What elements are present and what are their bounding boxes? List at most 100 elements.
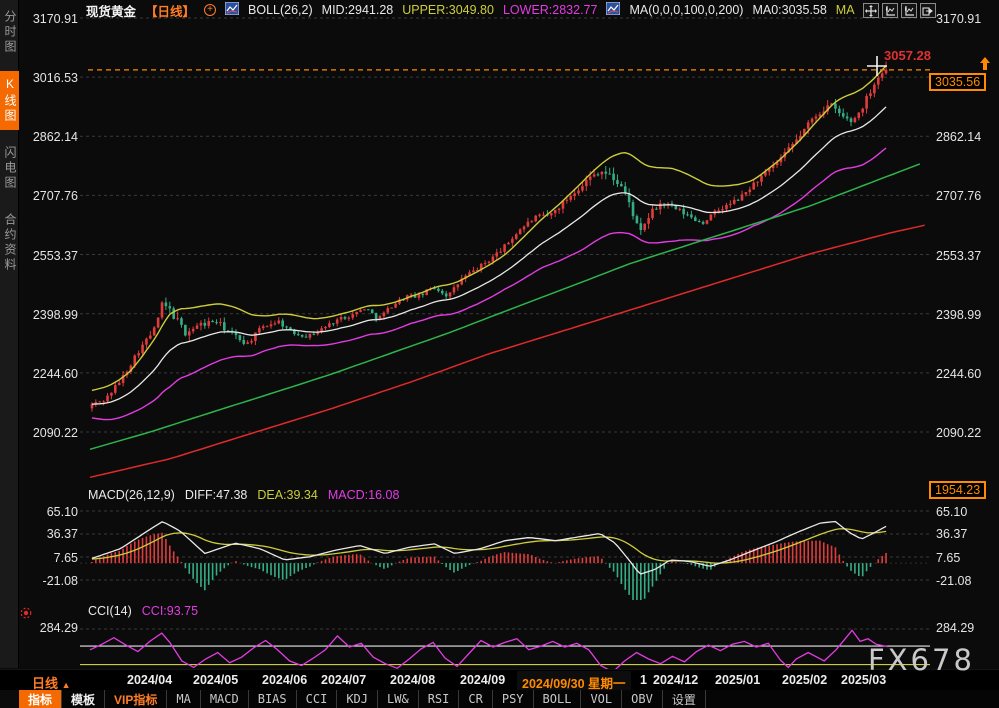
price-axis-label: 2398.99 [32,308,78,322]
toolbar-bias-button[interactable]: BIAS [249,690,297,708]
pan-right-icon [922,6,933,16]
macd-panel [91,520,887,600]
price-axis-label: 2553.37 [32,249,78,263]
cci-panel [89,629,889,673]
expand-axis-button[interactable] [901,3,917,18]
boll-lower-value: LOWER:2832.77 [502,3,598,17]
date-tick: 2025/03 [841,673,887,687]
crosshair-cursor [867,56,887,81]
toolbar-vip-indicators-button[interactable]: VIP指标 [105,690,168,708]
date-tick-partial: 1 [640,673,647,687]
toolbar-kdj-button[interactable]: KDJ [337,690,379,708]
chart-tools [863,3,936,18]
toolbar-ma-button[interactable]: MA [167,690,201,708]
date-tick: 2024/12 [653,673,699,687]
sidebar-tab-kline-chart[interactable]: K线图 [0,71,19,130]
legend-bar: 现货黄金 【日线】 + BOLL(26,2) MID:2941.28 UPPER… [86,1,855,19]
macd-axis-label: 7.65 [53,551,78,565]
toolbar-settings-button[interactable]: 设置 [663,690,706,708]
ma-indicator-icon[interactable] [605,1,621,18]
toolbar-boll-button[interactable]: BOLL [534,690,582,708]
date-axis-row: 日线 ▲ 2024/04 2024/05 2024/06 2024/07 202… [0,669,999,694]
expand-axis-icon [905,5,914,16]
sidebar-tab-contract-info[interactable]: 合约资料 [3,213,17,273]
cci-header: CCI(14) CCI:93.75 [88,604,198,618]
price-axis-label-right: 2707.76 [936,189,982,203]
ma-params: MA(0,0,0,100,0,200) [629,3,744,17]
compress-axis-icon [886,5,895,16]
toolbar-obv-button[interactable]: OBV [622,690,663,708]
macd-name: MACD(26,12,9) [88,488,175,502]
toolbar-lw-button[interactable]: LW& [378,690,419,708]
price-axis-label-right: 2553.37 [936,249,982,263]
price-axis-label: 2244.60 [32,367,78,381]
cci-axis-label-right: 284.29 [936,621,975,635]
macd-axis-label-right: 7.65 [936,551,961,565]
chevron-up-icon: ▲ [61,680,71,690]
session-high-label: 3057.28 [884,48,931,63]
cci-name: CCI(14) [88,604,132,618]
macd-axis-label: 36.37 [46,527,78,541]
toolbar-template-button[interactable]: 模板 [62,690,106,708]
date-tick: 2024/08 [390,673,436,687]
toolbar-rsi-button[interactable]: RSI [419,690,460,708]
price-axis-label-right: 3170.91 [936,12,982,26]
macd-axis-label-right: -21.08 [936,574,972,588]
fx678-watermark: FX678 [868,643,975,677]
date-tick: 2024/05 [193,673,239,687]
symbol-name: 现货黄金 [86,4,137,19]
toolbar-indicators-button[interactable]: 指标 [19,690,63,708]
macd-axis-label: 65.10 [46,505,78,519]
candlestick-series [90,61,888,412]
price-axis-label: 3016.53 [32,71,78,85]
macd-axis-label-right: 36.37 [936,527,968,541]
macd-axis-label-right: 65.10 [936,505,968,519]
period-tag: 【日线】 [145,4,196,19]
ma-suffix: MA [835,3,855,17]
toolbar-psy-button[interactable]: PSY [493,690,534,708]
date-tick: 2024/07 [321,673,367,687]
scroll-to-latest-marker[interactable] [978,57,992,76]
move-tool-button[interactable] [863,3,879,18]
macd-header: MACD(26,12,9) DIFF:47.38 DEA:39.34 MACD:… [88,488,399,502]
period-selector[interactable]: 日线 ▲ [32,676,71,691]
alert-dot-icon[interactable] [20,606,32,624]
price-axis-label: 2862.14 [32,130,78,144]
add-indicator-icon[interactable]: + [204,4,217,16]
price-axis-label: 2090.22 [32,426,78,440]
selected-date-label: 2024/09/30 星期一 [517,671,631,694]
macd-axis-label: -21.08 [42,574,78,588]
price-axis-label-right: 2862.14 [936,130,982,144]
macd-value: MACD:16.08 [327,488,400,502]
boll-name: BOLL(26,2) [248,3,313,17]
sidebar-tab-time-chart[interactable]: 分时图 [3,10,17,55]
price-axis-label-right: 2090.22 [936,426,982,440]
date-tick: 2025/01 [715,673,761,687]
date-tick: 2024/09 [460,673,506,687]
price-axis-label: 3170.91 [32,12,78,26]
compress-axis-button[interactable] [882,3,898,18]
sidebar-tab-lightning-chart[interactable]: 闪电图 [3,146,17,191]
grid [80,17,930,666]
toolbar-vol-button[interactable]: VOL [581,690,623,708]
macd-diff-value: DIFF:47.38 [184,488,248,502]
boll-upper-value: UPPER:3049.80 [402,3,494,17]
pan-to-latest-button[interactable] [920,3,936,18]
toolbar-cci-button[interactable]: CCI [297,690,338,708]
date-tick: 2024/06 [262,673,308,687]
price-axis-label: 2707.76 [32,189,78,203]
cci-value: CCI:93.75 [141,604,199,618]
date-tick: 2025/02 [782,673,828,687]
boll-indicator-icon[interactable] [224,1,240,18]
date-tick: 2024/04 [127,673,173,687]
indicator-toolbar: 指标 模板 VIP指标 MA MACD BIAS CCI KDJ LW& RSI… [19,690,999,708]
toolbar-cr-button[interactable]: CR [459,690,493,708]
price-axis-label-right: 2398.99 [936,308,982,322]
left-sidebar: 分时图 K线图 闪电图 合约资料 [0,0,19,668]
move-icon [865,4,877,17]
toolbar-macd-button[interactable]: MACD [201,690,249,708]
ma0-value: MA0:3035.58 [752,3,827,17]
last-price-box: 3035.56 [929,73,987,91]
